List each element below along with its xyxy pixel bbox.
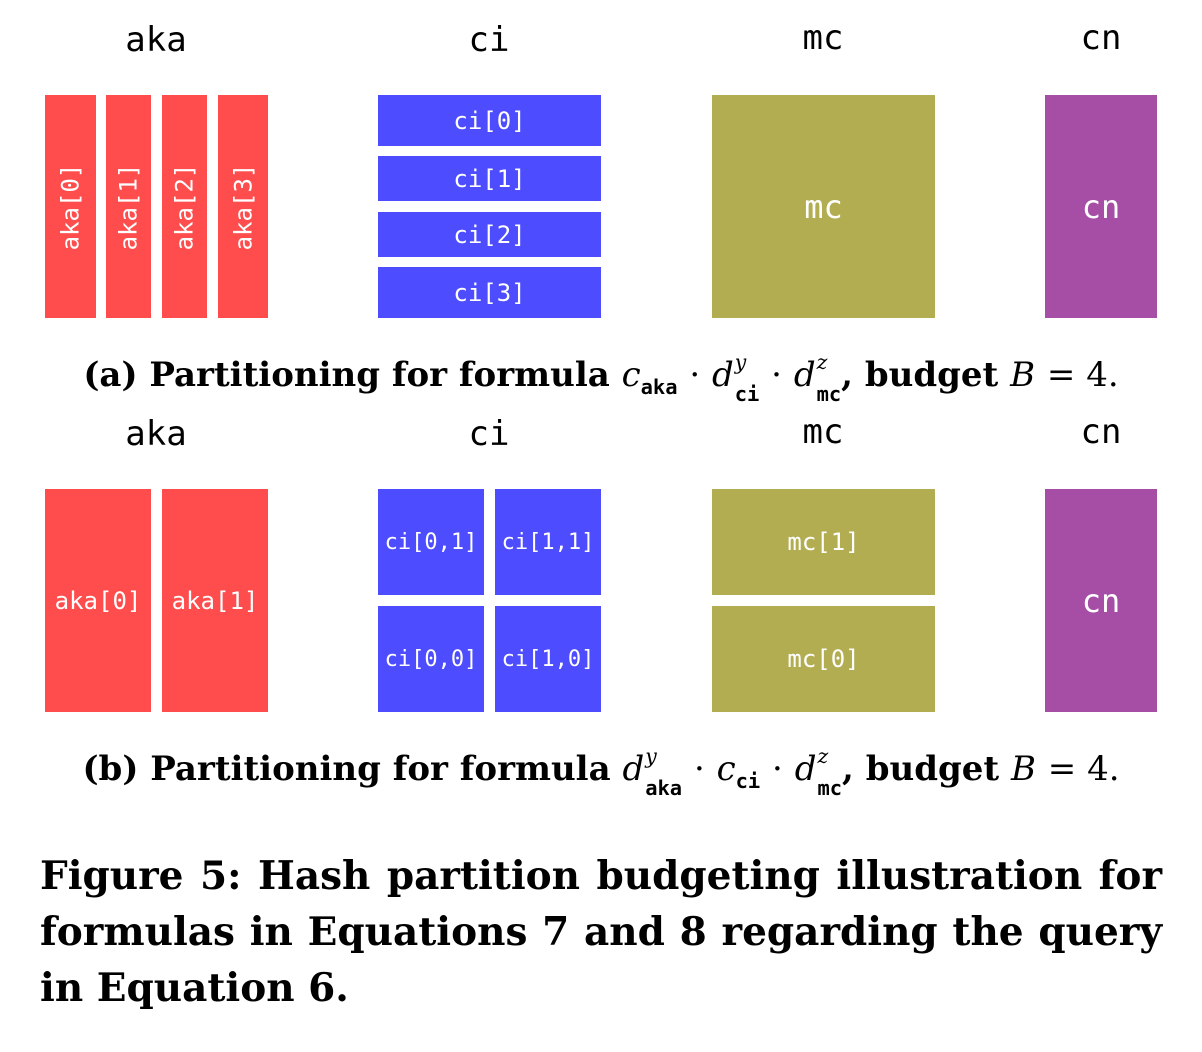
partition-label: aka[3]: [229, 163, 258, 250]
formula-eq: = 4.: [1046, 355, 1119, 395]
partition-label: cn: [1081, 581, 1121, 620]
formula-sub-mc: mc: [817, 776, 843, 801]
partition-label: aka[1]: [171, 586, 259, 615]
formula-eq: = 4.: [1047, 749, 1120, 789]
formula-sup-y: y: [734, 350, 747, 374]
partition-label: ci[1,0]: [501, 646, 595, 672]
formula-B: B: [1010, 749, 1036, 789]
panel-b-mc-label: mc: [802, 412, 844, 452]
formula-d: d: [793, 355, 816, 395]
partition-label: aka[1]: [114, 163, 143, 250]
formula-dot: ·: [689, 355, 701, 395]
panel-a-caption: (a) Partitioning for formula caka · d y ci…: [0, 346, 1202, 411]
formula-sup-y: y: [645, 744, 657, 768]
panel-b-mc-partition: mc[1]: [712, 489, 935, 595]
panel-b-ci-label: ci: [468, 414, 510, 454]
panel-b-cn-block: cn: [1045, 489, 1157, 712]
formula-d: d: [794, 749, 817, 789]
caption-prefix: (a) Partitioning for formula: [83, 355, 610, 395]
caption-budget: , budget: [842, 749, 1000, 789]
partition-label: ci[0,1]: [384, 529, 478, 555]
panel-b-mc-partition: mc[0]: [712, 606, 935, 712]
figure-caption: Figure 5: Hash partition budgeting illus…: [40, 853, 1162, 1011]
panel-a-mc-label: mc: [802, 18, 844, 58]
formula-B: B: [1010, 355, 1036, 395]
partition-label: mc[0]: [787, 645, 860, 673]
panel-a-aka-partition: aka[1]: [106, 95, 151, 318]
panel-a-ci-partition: ci[0]: [378, 95, 601, 146]
panel-a-ci-partition: ci[2]: [378, 212, 601, 257]
partition-label: ci[1]: [453, 164, 526, 193]
partition-label: cn: [1081, 187, 1121, 226]
panel-a-cn-block: cn: [1045, 95, 1157, 318]
formula-sub-aka: aka: [645, 776, 683, 801]
panel-a-ci-partition: ci[1]: [378, 156, 601, 201]
formula-c: c: [621, 355, 641, 395]
formula-c: c: [716, 749, 736, 789]
formula-sup-z: z: [817, 744, 829, 768]
caption-prefix: (b) Partitioning for formula: [82, 749, 611, 789]
formula-sup-z: z: [816, 350, 828, 374]
caption-budget: , budget: [841, 355, 999, 395]
panel-b-ci-partition: ci[0,1]: [378, 489, 484, 595]
formula-d: d: [712, 355, 734, 395]
panel-b-ci-partition: ci[0,0]: [378, 606, 484, 712]
partition-label: ci[2]: [453, 220, 526, 249]
panel-b-ci-partition: ci[1,1]: [495, 489, 601, 595]
formula-sub-ci: ci: [735, 768, 761, 793]
partition-label: aka[0]: [54, 586, 142, 615]
partition-label: ci[0]: [453, 106, 526, 135]
formula-sub-ci: ci: [734, 382, 760, 407]
panel-a-ci-label: ci: [468, 20, 510, 60]
formula-dot: ·: [771, 355, 782, 395]
partition-label: ci[1,1]: [501, 529, 595, 555]
formula-d: d: [622, 749, 645, 789]
panel-b-ci-partition: ci[1,0]: [495, 606, 601, 712]
partition-label: mc[1]: [787, 528, 860, 556]
partition-label: aka[0]: [56, 163, 85, 250]
panel-b-cn-label: cn: [1080, 412, 1122, 452]
panel-a-aka-partition: aka[3]: [218, 95, 268, 318]
panel-b-aka-partition: aka[0]: [45, 489, 151, 712]
formula-sub-mc: mc: [816, 382, 842, 407]
panel-b-aka-partition: aka[1]: [162, 489, 268, 712]
panel-a-aka-partition: aka[0]: [45, 95, 96, 318]
panel-b-caption: (b) Partitioning for formula d y aka · cci…: [0, 740, 1202, 805]
panel-b-aka-label: aka: [125, 414, 187, 454]
formula-dot: ·: [772, 749, 783, 789]
panel-a-mc-block: mc: [712, 95, 935, 318]
panel-a-ci-partition: ci[3]: [378, 267, 601, 318]
partition-label: ci[3]: [453, 278, 526, 307]
panel-a-aka-partition: aka[2]: [162, 95, 207, 318]
panel-a-aka-label: aka: [125, 20, 187, 60]
partition-label: ci[0,0]: [384, 646, 478, 672]
partition-label: aka[2]: [170, 163, 199, 250]
formula-dot: ·: [693, 749, 705, 789]
panel-a-cn-label: cn: [1080, 18, 1122, 58]
formula-sub-aka: aka: [640, 374, 678, 399]
partition-label: mc: [804, 187, 843, 226]
